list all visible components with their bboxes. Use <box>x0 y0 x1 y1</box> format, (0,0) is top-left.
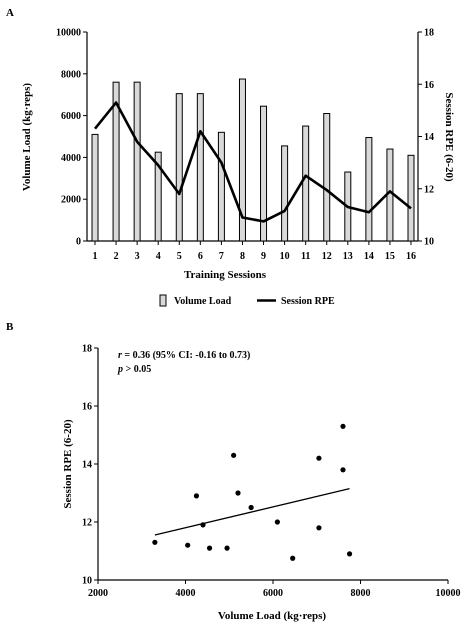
panel-a-x-tick-label: 1 <box>93 251 98 262</box>
volume-load-bar <box>133 81 141 242</box>
panel-a-x-axis-label: Training Sessions <box>184 269 267 281</box>
panel-a-x-tick-label: 12 <box>322 251 332 262</box>
panel-a-y-right-tick-label: 14 <box>424 132 434 143</box>
panel-a-x-tick-label: 13 <box>343 251 353 262</box>
panel-b-tick-labels: 10 12 14 16 18 2000 4000 6000 8000 10000 <box>82 344 461 600</box>
panel-a-y-right-tick-label: 18 <box>424 28 434 39</box>
panel-b-x-tick-label: 10000 <box>436 588 461 599</box>
panel-a-x-tick-label: 7 <box>219 251 224 262</box>
panel-a-legend: Volume Load Session RPE <box>159 294 335 307</box>
panel-a-x-tick-label: 9 <box>261 251 266 262</box>
panel-b-p-annotation: p > 0.05 <box>117 364 151 375</box>
panel-a-x-tick-label: 14 <box>364 251 374 262</box>
scatter-point <box>346 551 353 557</box>
scatter-point <box>193 493 200 499</box>
scatter-point <box>200 522 206 528</box>
panel-a-y-left-tick-label: 8000 <box>61 69 81 80</box>
panel-a-y-left-tick-label: 2000 <box>61 195 81 206</box>
panel-b-x-axis-label: Volume Load (kg·reps) <box>218 610 327 622</box>
panel-b-trendline <box>154 488 350 536</box>
panel-a-y-left-label: Volume Load (kg·reps) <box>21 83 33 192</box>
scatter-point <box>274 519 280 525</box>
scatter-point <box>152 539 158 545</box>
panel-b-x-tick-label: 6000 <box>263 588 283 599</box>
legend-session-rpe-label: Session RPE <box>281 296 335 307</box>
panel-b-axes <box>94 347 449 584</box>
panel-b-y-tick-label: 14 <box>82 460 92 471</box>
panel-b-points <box>152 423 353 561</box>
scatter-point <box>316 455 322 461</box>
panel-a-y-left-tick-label: 4000 <box>61 153 81 164</box>
panel-b-y-axis-label: Session RPE (6-20) <box>62 419 74 509</box>
scatter-point <box>316 525 322 531</box>
legend-volume-load-swatch <box>159 294 167 307</box>
volume-load-bar <box>217 131 225 242</box>
legend-volume-load-label: Volume Load <box>174 296 232 307</box>
volume-load-bar <box>323 113 331 242</box>
panel-a-y-right-tick-label: 16 <box>424 80 434 91</box>
panel-b-x-tick-label: 4000 <box>176 588 196 599</box>
panel-b-y-tick-label: 18 <box>82 344 92 355</box>
panel-a-x-tick-label: 3 <box>135 251 140 262</box>
panel-a-rpe-line <box>93 101 412 223</box>
panel-a-x-tick-label: 2 <box>114 251 119 262</box>
volume-load-bar <box>238 78 246 242</box>
volume-load-bar <box>365 137 373 242</box>
scatter-point <box>235 490 241 496</box>
volume-load-bar <box>260 105 268 242</box>
scatter-point <box>290 555 296 561</box>
volume-load-bar <box>154 151 162 242</box>
panel-a-x-tick-label: 8 <box>240 251 245 262</box>
panel-a-y-left-tick-label: 0 <box>76 237 81 248</box>
panel-b-y-tick-label: 12 <box>82 518 92 529</box>
volume-load-bar <box>407 154 415 242</box>
panel-a-x-tick-label: 11 <box>301 251 310 262</box>
panel-a-x-tick-label: 16 <box>406 251 416 262</box>
volume-load-bar <box>302 125 310 242</box>
volume-load-bar <box>196 93 204 242</box>
panel-a-y-right-tick-label: 10 <box>424 237 434 248</box>
scatter-point <box>185 542 191 548</box>
panel-b-x-tick-label: 8000 <box>351 588 371 599</box>
volume-load-bar <box>112 81 120 242</box>
volume-load-bar <box>91 133 99 242</box>
panel-b: B 10 12 14 16 18 2000 4000 6000 8000 10000 r = 0.… <box>6 321 461 622</box>
regression-line <box>154 488 350 536</box>
panel-a-x-tick-label: 15 <box>385 251 395 262</box>
scatter-point <box>340 467 346 473</box>
volume-load-bar <box>175 93 183 242</box>
session-rpe-line <box>93 101 412 223</box>
panel-b-r-annotation: r = 0.36 (95% CI: -0.16 to 0.73) <box>118 350 250 361</box>
panel-a-y-right-tick-label: 12 <box>424 184 434 195</box>
panel-a-x-tick-label: 4 <box>156 251 161 262</box>
panel-b-x-tick-label: 2000 <box>88 588 108 599</box>
panel-a-y-left-tick-label: 10000 <box>56 28 81 39</box>
panel-a-y-left-tick-label: 6000 <box>61 111 81 122</box>
panel-b-y-tick-label: 16 <box>82 402 92 413</box>
panel-a-axes <box>83 31 422 245</box>
panel-a-x-tick-label: 6 <box>198 251 203 262</box>
panel-a-bars <box>91 78 415 242</box>
panel-b-y-tick-label: 10 <box>82 576 92 587</box>
scatter-point <box>231 452 237 458</box>
panel-a-y-right-label: Session RPE (6-20) <box>443 92 455 182</box>
scatter-point <box>248 504 254 511</box>
panel-a-x-tick-label: 10 <box>280 251 290 262</box>
panel-a-label: A <box>6 7 14 19</box>
scatter-point <box>206 545 213 551</box>
scatter-point <box>224 545 230 551</box>
panel-a-x-tick-label: 5 <box>177 251 182 262</box>
volume-load-bar <box>281 145 289 242</box>
scatter-point <box>340 423 346 429</box>
panel-b-label: B <box>6 321 14 333</box>
